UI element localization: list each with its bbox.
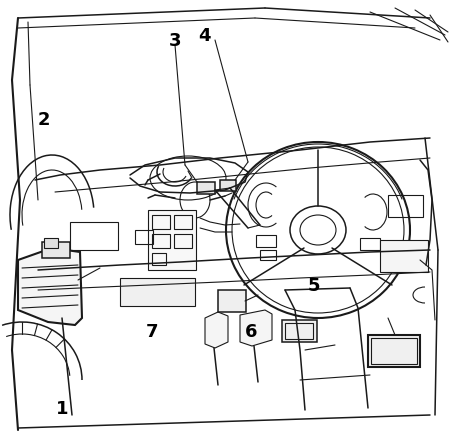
Bar <box>388 195 423 217</box>
Bar <box>148 210 196 270</box>
Text: 7: 7 <box>146 323 158 340</box>
Text: 1: 1 <box>56 400 68 418</box>
Bar <box>152 234 170 248</box>
Bar <box>174 215 192 229</box>
Bar <box>380 240 428 272</box>
Bar <box>70 222 118 250</box>
Polygon shape <box>240 310 272 346</box>
Bar <box>282 320 317 342</box>
Bar <box>285 323 313 339</box>
Bar <box>197 182 215 194</box>
Text: 3: 3 <box>168 32 181 49</box>
Bar <box>152 253 166 265</box>
Bar <box>152 215 170 229</box>
Bar <box>120 278 195 306</box>
Bar <box>135 230 153 244</box>
Polygon shape <box>205 312 228 348</box>
Bar <box>256 235 276 247</box>
Text: 4: 4 <box>198 27 211 45</box>
Bar <box>220 180 236 191</box>
Bar <box>44 238 58 248</box>
Text: 2: 2 <box>38 111 50 129</box>
Bar <box>368 335 420 367</box>
Bar <box>218 290 246 312</box>
Polygon shape <box>18 248 82 325</box>
Text: 5: 5 <box>308 277 320 295</box>
Text: 6: 6 <box>245 323 257 340</box>
Bar <box>174 234 192 248</box>
Bar <box>260 250 276 260</box>
Bar <box>360 238 380 250</box>
Bar <box>42 242 70 258</box>
Bar <box>371 338 417 364</box>
